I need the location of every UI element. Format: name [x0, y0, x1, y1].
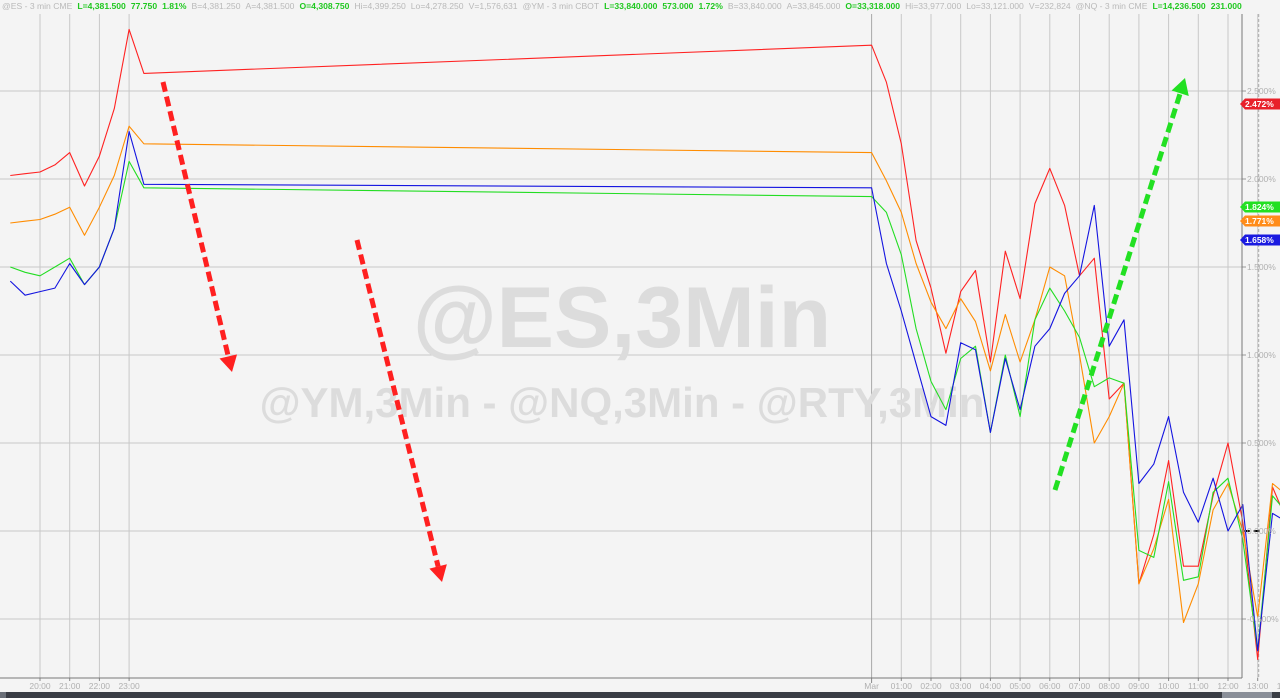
- x-tick-label: 10:00: [1158, 681, 1180, 691]
- badge-background: [1240, 234, 1280, 246]
- x-tick-label: 22:00: [89, 681, 111, 691]
- annotation-arrow-shaft: [160, 81, 231, 358]
- x-tick-label: 06:00: [1039, 681, 1061, 691]
- header-field: A=4,381.500: [245, 1, 295, 11]
- header-field: @ES - 3 min CME: [2, 1, 73, 11]
- x-tick-label: 21:00: [59, 681, 81, 691]
- header-field: Lo=33,121.000: [966, 1, 1024, 11]
- header-field: B=33,840.000: [727, 1, 782, 11]
- x-tick-label: 01:00: [891, 681, 913, 691]
- header-field: 573.000: [662, 1, 694, 11]
- header-field: L=14,236.500: [1152, 1, 1206, 11]
- last-value-badge: 2.472%: [1240, 98, 1280, 110]
- header-field: B=4,381.250: [191, 1, 241, 11]
- x-tick-label: 20:00: [29, 681, 51, 691]
- last-value-badge: 1.658%: [1240, 234, 1280, 246]
- horizontal-scrollbar[interactable]: [0, 692, 1280, 698]
- badge-label: 1.658%: [1245, 235, 1274, 245]
- header-field: Hi=4,399.250: [354, 1, 406, 11]
- y-tick-label: 2.500%: [1247, 86, 1276, 96]
- annotation-arrow-shaft: [354, 239, 441, 568]
- y-tick-label: -0.500%: [1247, 614, 1279, 624]
- header-field: Lo=4,278.250: [410, 1, 464, 11]
- x-tick-label: 05:00: [1009, 681, 1031, 691]
- x-tick-label: 23:00: [118, 681, 140, 691]
- header-field: V=1,576,631: [468, 1, 518, 11]
- y-tick-label: 2.000%: [1247, 174, 1276, 184]
- scrollbar-thumb[interactable]: [1222, 692, 1272, 698]
- series-line-0: [10, 28, 1280, 661]
- y-tick-label: 1.500%: [1247, 262, 1276, 272]
- axes: 2.500% 2.000% 1.500% 1.000% 0.500% 0.000% -0.5…: [0, 14, 1280, 691]
- header-field: @YM - 3 min CBOT: [522, 1, 600, 11]
- x-tick-label: 12:00: [1217, 681, 1239, 691]
- last-value-badge: 1.824%: [1240, 201, 1280, 213]
- header-field: O=4,308.750: [299, 1, 350, 11]
- x-tick-label: Mar: [864, 681, 879, 691]
- annotation-arrowhead: [219, 354, 238, 372]
- header-field: 77.750: [130, 1, 158, 11]
- watermark-sub: @YM,3Min - @NQ,3Min - @RTY,3Min: [260, 379, 985, 426]
- scroll-left-button[interactable]: [0, 692, 6, 698]
- watermark-main: @ES,3Min: [413, 270, 831, 366]
- x-tick-label: 08:00: [1099, 681, 1121, 691]
- header-field: 1.72%: [698, 1, 723, 11]
- header-field: A=33,845.000: [786, 1, 841, 11]
- y-tick-label: 0.500%: [1247, 438, 1276, 448]
- badge-background: [1240, 98, 1280, 110]
- ticker-header: @ES - 3 min CME L=4,381.500 77.750 1.81% B=4…: [0, 0, 1242, 12]
- x-tick-label: 13:00: [1247, 681, 1269, 691]
- x-tick-label: 04:00: [980, 681, 1002, 691]
- annotation-arrowhead: [429, 564, 447, 582]
- annotation-arrowhead: [1171, 78, 1189, 96]
- header-field: V=232,824: [1028, 1, 1071, 11]
- x-tick-label: 14:00: [1277, 681, 1280, 691]
- badge-background: [1240, 215, 1280, 227]
- header-field: 231.000: [1210, 1, 1242, 11]
- x-tick-label: 02:00: [920, 681, 942, 691]
- x-tick-label: 07:00: [1069, 681, 1091, 691]
- series-line-3: [9, 130, 1280, 652]
- header-field: Hi=33,977.000: [905, 1, 962, 11]
- badge-label: 1.824%: [1245, 202, 1274, 212]
- y-tick-label: 0.000%: [1247, 526, 1276, 536]
- header-field: L=33,840.000: [604, 1, 658, 11]
- series-group: [9, 28, 1280, 661]
- header-field: 1.81%: [162, 1, 187, 11]
- x-tick-label: 11:00: [1188, 681, 1209, 691]
- header-field: L=4,381.500: [77, 1, 126, 11]
- x-tick-label: 09:00: [1128, 681, 1150, 691]
- badge-background: [1240, 201, 1280, 213]
- badge-label: 2.472%: [1245, 99, 1274, 109]
- header-field: O=33,318.000: [845, 1, 901, 11]
- header-field: @NQ - 3 min CME: [1075, 1, 1148, 11]
- y-tick-label: 1.000%: [1247, 350, 1276, 360]
- x-tick-label: 03:00: [950, 681, 972, 691]
- last-value-badge: 1.771%: [1240, 215, 1280, 227]
- series-line-1: [10, 125, 1280, 624]
- annotation-arrow-shaft: [1052, 92, 1183, 491]
- badge-label: 1.771%: [1245, 216, 1274, 226]
- annotation-arrows: [160, 78, 1189, 582]
- series-line-2: [10, 160, 1280, 652]
